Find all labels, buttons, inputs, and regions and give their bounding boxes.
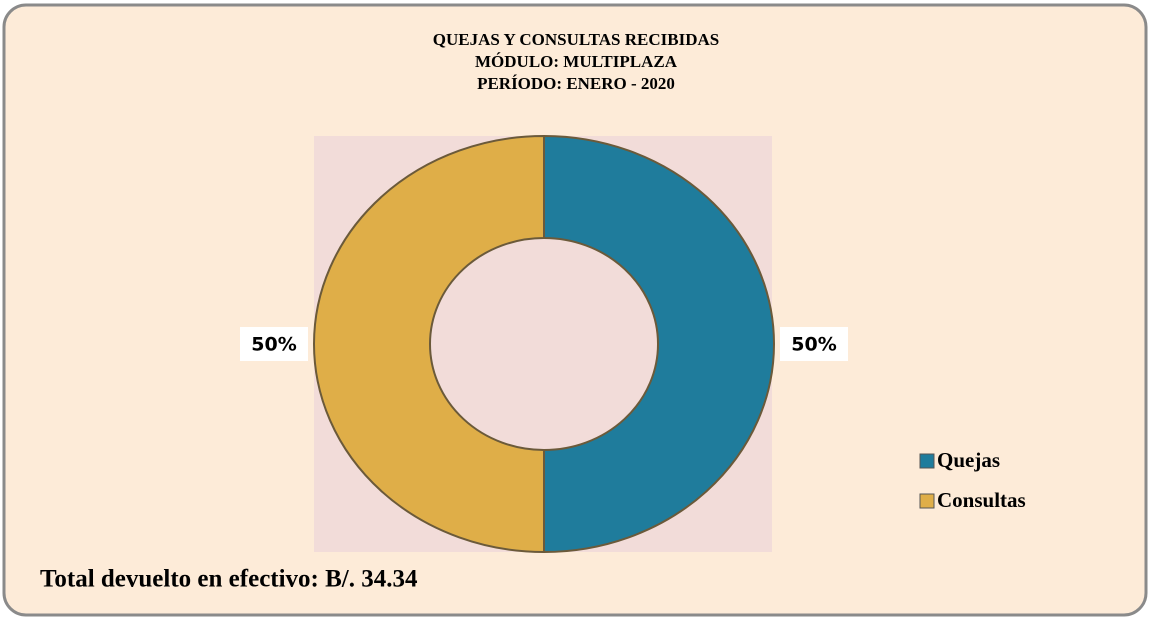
- donut-slice: [543, 134, 775, 554]
- donut-slice: [313, 134, 545, 554]
- legend-label: Consultas: [937, 488, 1026, 512]
- data-label: 50%: [791, 334, 836, 356]
- footer-note: Total devuelto en efectivo: B/. 34.34: [40, 566, 418, 593]
- chart-title: PERÍODO: ENERO - 2020: [477, 74, 675, 93]
- chart-title: QUEJAS Y CONSULTAS RECIBIDAS: [433, 30, 719, 49]
- legend-swatch: [919, 493, 935, 509]
- data-label-box: [780, 327, 848, 361]
- legend-swatch: [919, 453, 935, 469]
- chart-title: MÓDULO: MULTIPLAZA: [475, 52, 678, 71]
- data-label: 50%: [251, 334, 296, 356]
- data-label-box: [240, 327, 308, 361]
- legend-label: Quejas: [937, 448, 1000, 472]
